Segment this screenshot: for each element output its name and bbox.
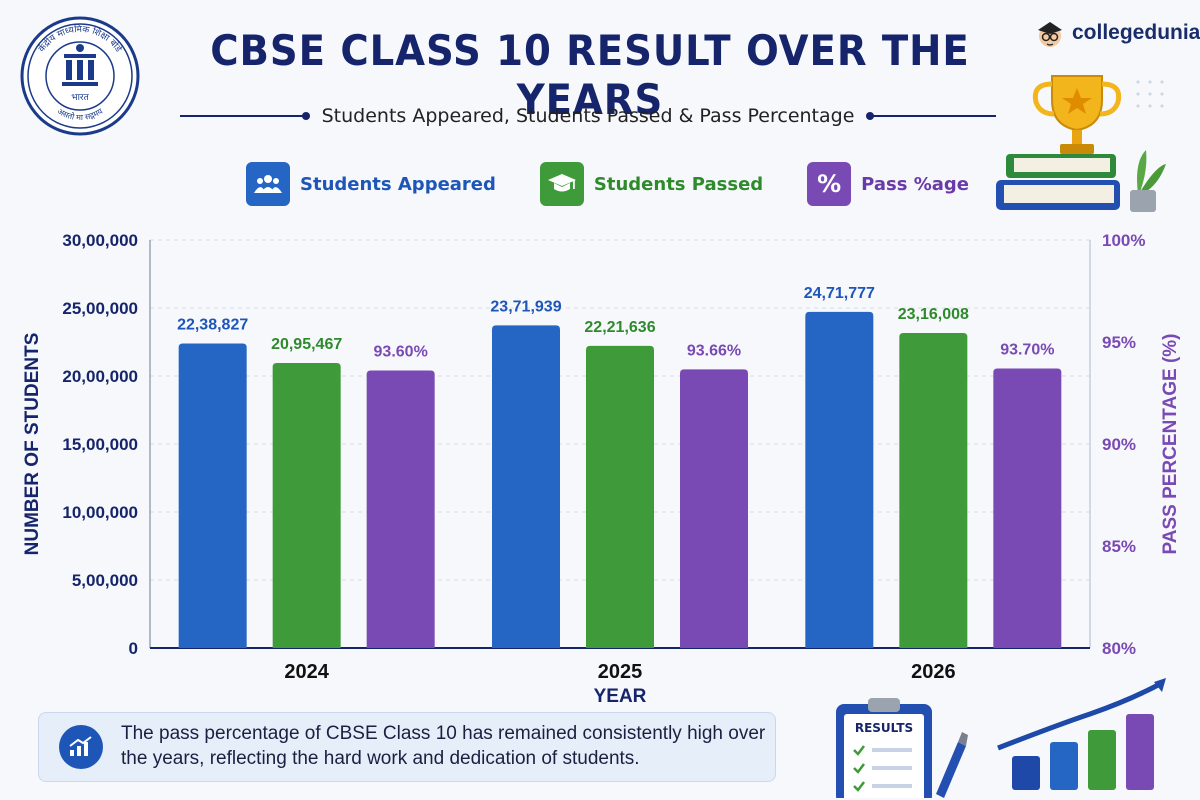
y2-tick-label: 95% bbox=[1102, 333, 1136, 352]
legend-item-students-appeared: Students Appeared bbox=[246, 162, 496, 206]
data-label: 93.66% bbox=[687, 342, 741, 359]
emblem-center-text: भारत bbox=[71, 93, 89, 103]
data-label: 93.60% bbox=[374, 344, 428, 361]
x-axis-title: YEAR bbox=[594, 686, 647, 707]
y2-tick-label: 80% bbox=[1102, 639, 1136, 658]
legend-label: Students Passed bbox=[593, 173, 764, 195]
x-tick-label: 2025 bbox=[598, 661, 643, 683]
bar-students-passed-2026 bbox=[899, 333, 968, 648]
y-tick-label: 20,00,000 bbox=[62, 367, 138, 386]
data-label: 22,38,827 bbox=[177, 317, 248, 334]
y2-axis-title: PASS PERCENTAGE (%) bbox=[1160, 334, 1181, 555]
x-tick-label: 2024 bbox=[284, 661, 329, 683]
results-clipboard-illustration: RESULTS bbox=[836, 698, 968, 798]
y2-tick-label: 100% bbox=[1102, 231, 1145, 250]
y-tick-label: 15,00,000 bbox=[62, 435, 138, 454]
y-tick-label: 25,00,000 bbox=[62, 299, 138, 318]
legend-label: Students Appeared bbox=[300, 173, 496, 195]
chart-legend: Students Appeared Students Passed % Pass… bbox=[246, 162, 1013, 206]
trend-chart-icon bbox=[59, 725, 103, 769]
y-tick-label: 0 bbox=[129, 639, 138, 658]
bar-students-appeared-2024 bbox=[178, 343, 247, 648]
note-box: The pass percentage of CBSE Class 10 has… bbox=[38, 712, 776, 782]
data-label: 24,71,777 bbox=[804, 285, 875, 302]
legend-label: Pass %age bbox=[861, 173, 969, 195]
bar-pass-age-2025 bbox=[680, 369, 748, 648]
collegedunia-brand: collegedunia bbox=[1034, 16, 1200, 50]
bar-students-passed-2025 bbox=[586, 345, 654, 648]
y-tick-label: 10,00,000 bbox=[62, 503, 138, 522]
data-label: 23,16,008 bbox=[898, 306, 969, 323]
percent-icon: % bbox=[807, 162, 852, 206]
note-text: The pass percentage of CBSE Class 10 has… bbox=[121, 723, 766, 769]
data-label: 22,21,636 bbox=[584, 319, 655, 336]
trophy-books-illustration bbox=[996, 75, 1166, 212]
page-title: CBSE CLASS 10 RESULT OVER THE YEARS bbox=[210, 26, 970, 124]
mascot-icon bbox=[1038, 22, 1062, 47]
data-label: 93.70% bbox=[1000, 342, 1054, 359]
graduation-cap-icon bbox=[539, 162, 584, 206]
bar-chart: 0 5,00,000 10,00,000 15,00,000 20,00,000 25,0… bbox=[22, 231, 1181, 707]
legend-item-pass-percentage: % Pass %age bbox=[807, 162, 969, 206]
cbse-emblem-logo: केंद्रीय माध्यमिक शिक्षा बोर्ड भारत असतो… bbox=[20, 16, 140, 136]
bar-pass-age-2024 bbox=[366, 370, 435, 648]
bar-students-passed-2024 bbox=[272, 363, 341, 648]
y-axis-title: NUMBER OF STUDENTS bbox=[22, 333, 43, 556]
y2-tick-label: 90% bbox=[1102, 435, 1136, 454]
subtitle-divider-right bbox=[866, 112, 996, 120]
x-tick-label: 2026 bbox=[911, 661, 956, 683]
data-label: 23,71,939 bbox=[490, 298, 561, 315]
legend-item-students-passed: Students Passed bbox=[539, 162, 764, 206]
data-label: 20,95,467 bbox=[271, 336, 342, 353]
page-subtitle: Students Appeared, Students Passed & Pas… bbox=[321, 105, 855, 127]
bar-students-appeared-2025 bbox=[492, 325, 560, 648]
y-tick-label: 5,00,000 bbox=[72, 571, 138, 590]
y2-tick-label: 85% bbox=[1102, 537, 1136, 556]
y-tick-label: 30,00,000 bbox=[62, 231, 138, 250]
bar-students-appeared-2026 bbox=[805, 311, 874, 648]
growth-bars-illustration bbox=[997, 678, 1166, 790]
subtitle-divider-left bbox=[180, 112, 310, 120]
subtitle-row: Students Appeared, Students Passed & Pas… bbox=[180, 100, 996, 132]
clipboard-title: RESULTS bbox=[855, 721, 913, 735]
users-icon bbox=[246, 162, 290, 206]
bar-pass-age-2026 bbox=[993, 368, 1062, 648]
brand-name: collegedunia bbox=[1072, 21, 1200, 44]
